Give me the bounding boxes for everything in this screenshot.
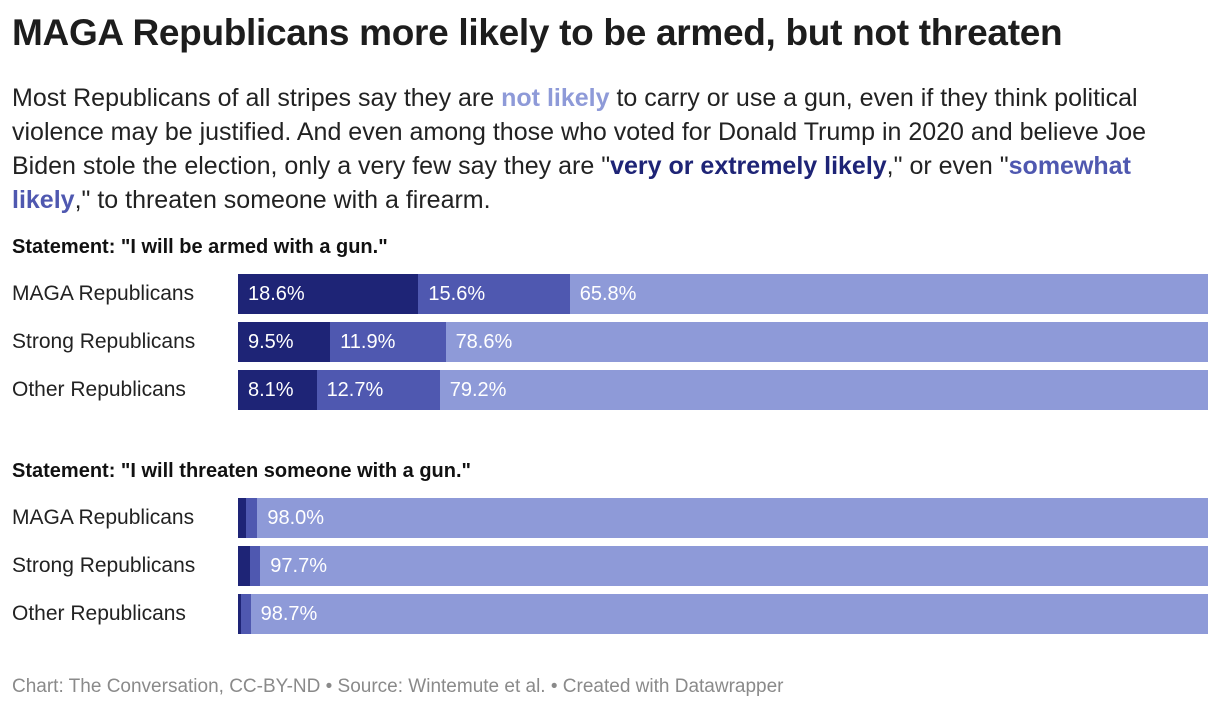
subtitle-highlight-not-likely: not likely <box>501 84 610 112</box>
category-label: Strong Republicans <box>12 330 196 353</box>
bar-segment-very-or-extremely-likely: 18.6% <box>238 274 419 314</box>
bar-row: Other Republicans 98.7% <box>12 594 1208 634</box>
category-label: Strong Republicans <box>12 554 196 577</box>
bar-segment-not-likely: 97.7% <box>260 546 1208 586</box>
chart-title: MAGA Republicans more likely to be armed… <box>12 12 1063 53</box>
bar-segment-not-likely: 98.7% <box>250 594 1208 634</box>
bar-row: Strong Republicans 9.5% 11.9% 78.6% <box>12 322 1208 362</box>
bar-segment-not-likely: 78.6% <box>445 322 1208 362</box>
bar-segment-very-or-extremely-likely <box>238 594 241 634</box>
bar-segment-very-or-extremely-likely: 9.5% <box>238 322 331 362</box>
footer-credits: Chart: The Conversation, CC-BY-ND • Sour… <box>12 676 784 697</box>
bar-segment-very-or-extremely-likely: 8.1% <box>238 370 317 410</box>
bar-segment-somewhat-likely <box>249 546 261 586</box>
subtitle-text: ," or even " <box>886 152 1009 180</box>
stacked-bar: 98.0% <box>238 498 1208 538</box>
bar-segment-very-or-extremely-likely <box>238 546 250 586</box>
stacked-bar: 97.7% <box>238 546 1208 586</box>
bar-row: Other Republicans 8.1% 12.7% 79.2% <box>12 370 1208 410</box>
bar-segment-somewhat-likely: 15.6% <box>418 274 570 314</box>
bar-row: MAGA Republicans 98.0% <box>12 498 1208 538</box>
section-title: Statement: "I will be armed with a gun." <box>12 236 388 258</box>
bar-segment-very-or-extremely-likely <box>238 498 246 538</box>
bar-segment-somewhat-likely <box>240 594 251 634</box>
subtitle-highlight-very-likely: very or extremely likely <box>610 152 887 180</box>
bar-segment-somewhat-likely: 12.7% <box>316 370 440 410</box>
bar-row: MAGA Republicans 18.6% 15.6% 65.8% <box>12 274 1208 314</box>
chart-subtitle: Most Republicans of all stripes say they… <box>12 81 1207 217</box>
bar-segment-not-likely: 79.2% <box>439 370 1208 410</box>
subtitle-text: Most Republicans of all stripes say they… <box>12 84 502 112</box>
bar-segment-somewhat-likely: 11.9% <box>330 322 446 362</box>
subtitle-text: to carry or use a gun, even if they thin… <box>12 84 1147 180</box>
category-label: Other Republicans <box>12 378 186 401</box>
stacked-bar: 8.1% 12.7% 79.2% <box>238 370 1208 410</box>
stacked-bar: 9.5% 11.9% 78.6% <box>238 322 1208 362</box>
category-label: MAGA Republicans <box>12 282 195 305</box>
category-label: MAGA Republicans <box>12 506 195 529</box>
stacked-bar: 98.7% <box>238 594 1208 634</box>
bar-segment-not-likely: 98.0% <box>257 498 1208 538</box>
subtitle-text: ," to threaten someone with a firearm. <box>74 186 491 214</box>
bar-segment-not-likely: 65.8% <box>569 274 1208 314</box>
section-title: Statement: "I will threaten someone with… <box>12 460 472 482</box>
subtitle-highlight-somewhat-likely: somewhat likely <box>12 152 1131 214</box>
bar-row: Strong Republicans 97.7% <box>12 546 1208 586</box>
category-label: Other Republicans <box>12 602 186 625</box>
stacked-bar: 18.6% 15.6% 65.8% <box>238 274 1208 314</box>
bar-segment-somewhat-likely <box>245 498 258 538</box>
